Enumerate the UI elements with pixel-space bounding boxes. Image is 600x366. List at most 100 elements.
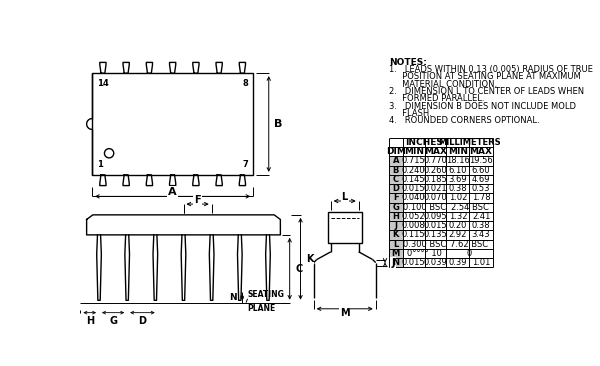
Text: C: C — [295, 264, 302, 274]
Text: 0.20: 0.20 — [449, 221, 467, 230]
Text: FLASH.: FLASH. — [389, 109, 431, 118]
Text: G: G — [392, 203, 399, 212]
Text: MATERIAL CONDITION.: MATERIAL CONDITION. — [389, 80, 497, 89]
Text: 0.135: 0.135 — [424, 230, 447, 239]
Text: 0.052: 0.052 — [402, 212, 425, 221]
Text: MIN: MIN — [448, 147, 468, 156]
Text: K: K — [306, 254, 313, 264]
Polygon shape — [125, 235, 130, 300]
Text: POSITION AT SEATING PLANE AT MAXIMUM: POSITION AT SEATING PLANE AT MAXIMUM — [389, 72, 581, 81]
Text: 0.38: 0.38 — [472, 221, 490, 230]
Text: 14: 14 — [97, 79, 109, 87]
Text: 0.095: 0.095 — [424, 212, 447, 221]
Polygon shape — [266, 235, 271, 300]
Text: B: B — [392, 166, 399, 175]
Text: 0.39: 0.39 — [449, 258, 467, 267]
Text: M: M — [392, 249, 400, 258]
Text: M: M — [340, 309, 350, 318]
Text: 0.115: 0.115 — [402, 230, 425, 239]
Text: 1.   LEADS WITHIN 0.13 (0.005) RADIUS OF TRUE: 1. LEADS WITHIN 0.13 (0.005) RADIUS OF T… — [389, 65, 593, 74]
Polygon shape — [86, 215, 280, 235]
Text: D: D — [392, 184, 400, 193]
Text: 0.300 BSC: 0.300 BSC — [403, 240, 446, 249]
Text: 0.015: 0.015 — [402, 258, 425, 267]
Text: 3.   DIMENSION B DOES NOT INCLUDE MOLD: 3. DIMENSION B DOES NOT INCLUDE MOLD — [389, 102, 576, 111]
Text: 0.715: 0.715 — [402, 156, 425, 165]
Text: 0.53: 0.53 — [472, 184, 490, 193]
Text: 0.260: 0.260 — [424, 166, 447, 175]
Text: H: H — [392, 212, 399, 221]
Text: 6.10: 6.10 — [449, 166, 467, 175]
Bar — [389, 175, 403, 184]
Bar — [389, 193, 403, 202]
Text: 0.008: 0.008 — [402, 221, 425, 230]
Text: 6.60: 6.60 — [472, 166, 490, 175]
Bar — [389, 230, 403, 239]
Text: K: K — [392, 230, 399, 239]
Text: SEATING: SEATING — [248, 290, 284, 299]
Text: 0.240: 0.240 — [402, 166, 425, 175]
Text: 0.015: 0.015 — [402, 184, 425, 193]
Text: 1.78: 1.78 — [472, 193, 490, 202]
Text: A: A — [392, 156, 399, 165]
Polygon shape — [238, 235, 242, 300]
Text: FORMED PARALLEL.: FORMED PARALLEL. — [389, 94, 484, 103]
Bar — [389, 249, 403, 258]
Text: 3.43: 3.43 — [472, 230, 490, 239]
Text: 2.54 BSC: 2.54 BSC — [451, 203, 488, 212]
Text: PLANE: PLANE — [248, 304, 276, 313]
Bar — [389, 258, 403, 267]
Text: N: N — [229, 293, 237, 302]
Text: 0°°°° 10: 0°°°° 10 — [407, 249, 442, 258]
Text: D: D — [139, 317, 146, 326]
Text: F: F — [393, 193, 398, 202]
Text: 0: 0 — [467, 249, 472, 258]
Text: NOTES:: NOTES: — [389, 58, 427, 67]
Text: 0.039: 0.039 — [424, 258, 447, 267]
Bar — [389, 156, 403, 165]
Text: L: L — [341, 192, 348, 202]
Text: 0.070: 0.070 — [424, 193, 447, 202]
Bar — [389, 184, 403, 193]
Text: 1.01: 1.01 — [472, 258, 490, 267]
Text: MIN: MIN — [404, 147, 424, 156]
Bar — [389, 221, 403, 230]
Polygon shape — [209, 235, 214, 300]
Text: 1.32: 1.32 — [449, 212, 467, 221]
Text: 0.015: 0.015 — [424, 221, 447, 230]
Text: DIM: DIM — [386, 147, 406, 156]
Text: MAX: MAX — [424, 147, 447, 156]
Text: 2.41: 2.41 — [472, 212, 490, 221]
Text: 0.185: 0.185 — [424, 175, 447, 184]
Text: 8: 8 — [243, 79, 248, 87]
Text: 0.100 BSC: 0.100 BSC — [403, 203, 446, 212]
Text: MILLIMETERS: MILLIMETERS — [438, 138, 501, 147]
Text: N: N — [392, 258, 400, 267]
Polygon shape — [153, 235, 158, 300]
Text: 2.   DIMENSION L TO CENTER OF LEADS WHEN: 2. DIMENSION L TO CENTER OF LEADS WHEN — [389, 87, 584, 96]
Text: 0.770: 0.770 — [424, 156, 448, 165]
Polygon shape — [97, 235, 101, 300]
Text: 4.   ROUNDED CORNERS OPTIONAL.: 4. ROUNDED CORNERS OPTIONAL. — [389, 116, 539, 125]
Bar — [389, 202, 403, 212]
Bar — [389, 212, 403, 221]
Text: 1.02: 1.02 — [449, 193, 467, 202]
Text: 0.021: 0.021 — [424, 184, 447, 193]
Bar — [328, 212, 362, 243]
Text: C: C — [393, 175, 399, 184]
Bar — [389, 239, 403, 249]
Text: J: J — [394, 221, 397, 230]
Text: 7.62 BSC: 7.62 BSC — [451, 240, 488, 249]
Text: L: L — [393, 240, 398, 249]
Text: 1: 1 — [97, 160, 103, 169]
Text: 7: 7 — [243, 160, 248, 169]
Text: G: G — [109, 317, 117, 326]
Text: F: F — [194, 195, 201, 205]
Text: INCHES: INCHES — [406, 138, 443, 147]
Bar — [389, 165, 403, 175]
Text: J: J — [391, 258, 395, 268]
Text: 0.040: 0.040 — [402, 193, 425, 202]
Text: H: H — [86, 317, 94, 326]
Text: 0.38: 0.38 — [449, 184, 467, 193]
Bar — [92, 73, 253, 175]
